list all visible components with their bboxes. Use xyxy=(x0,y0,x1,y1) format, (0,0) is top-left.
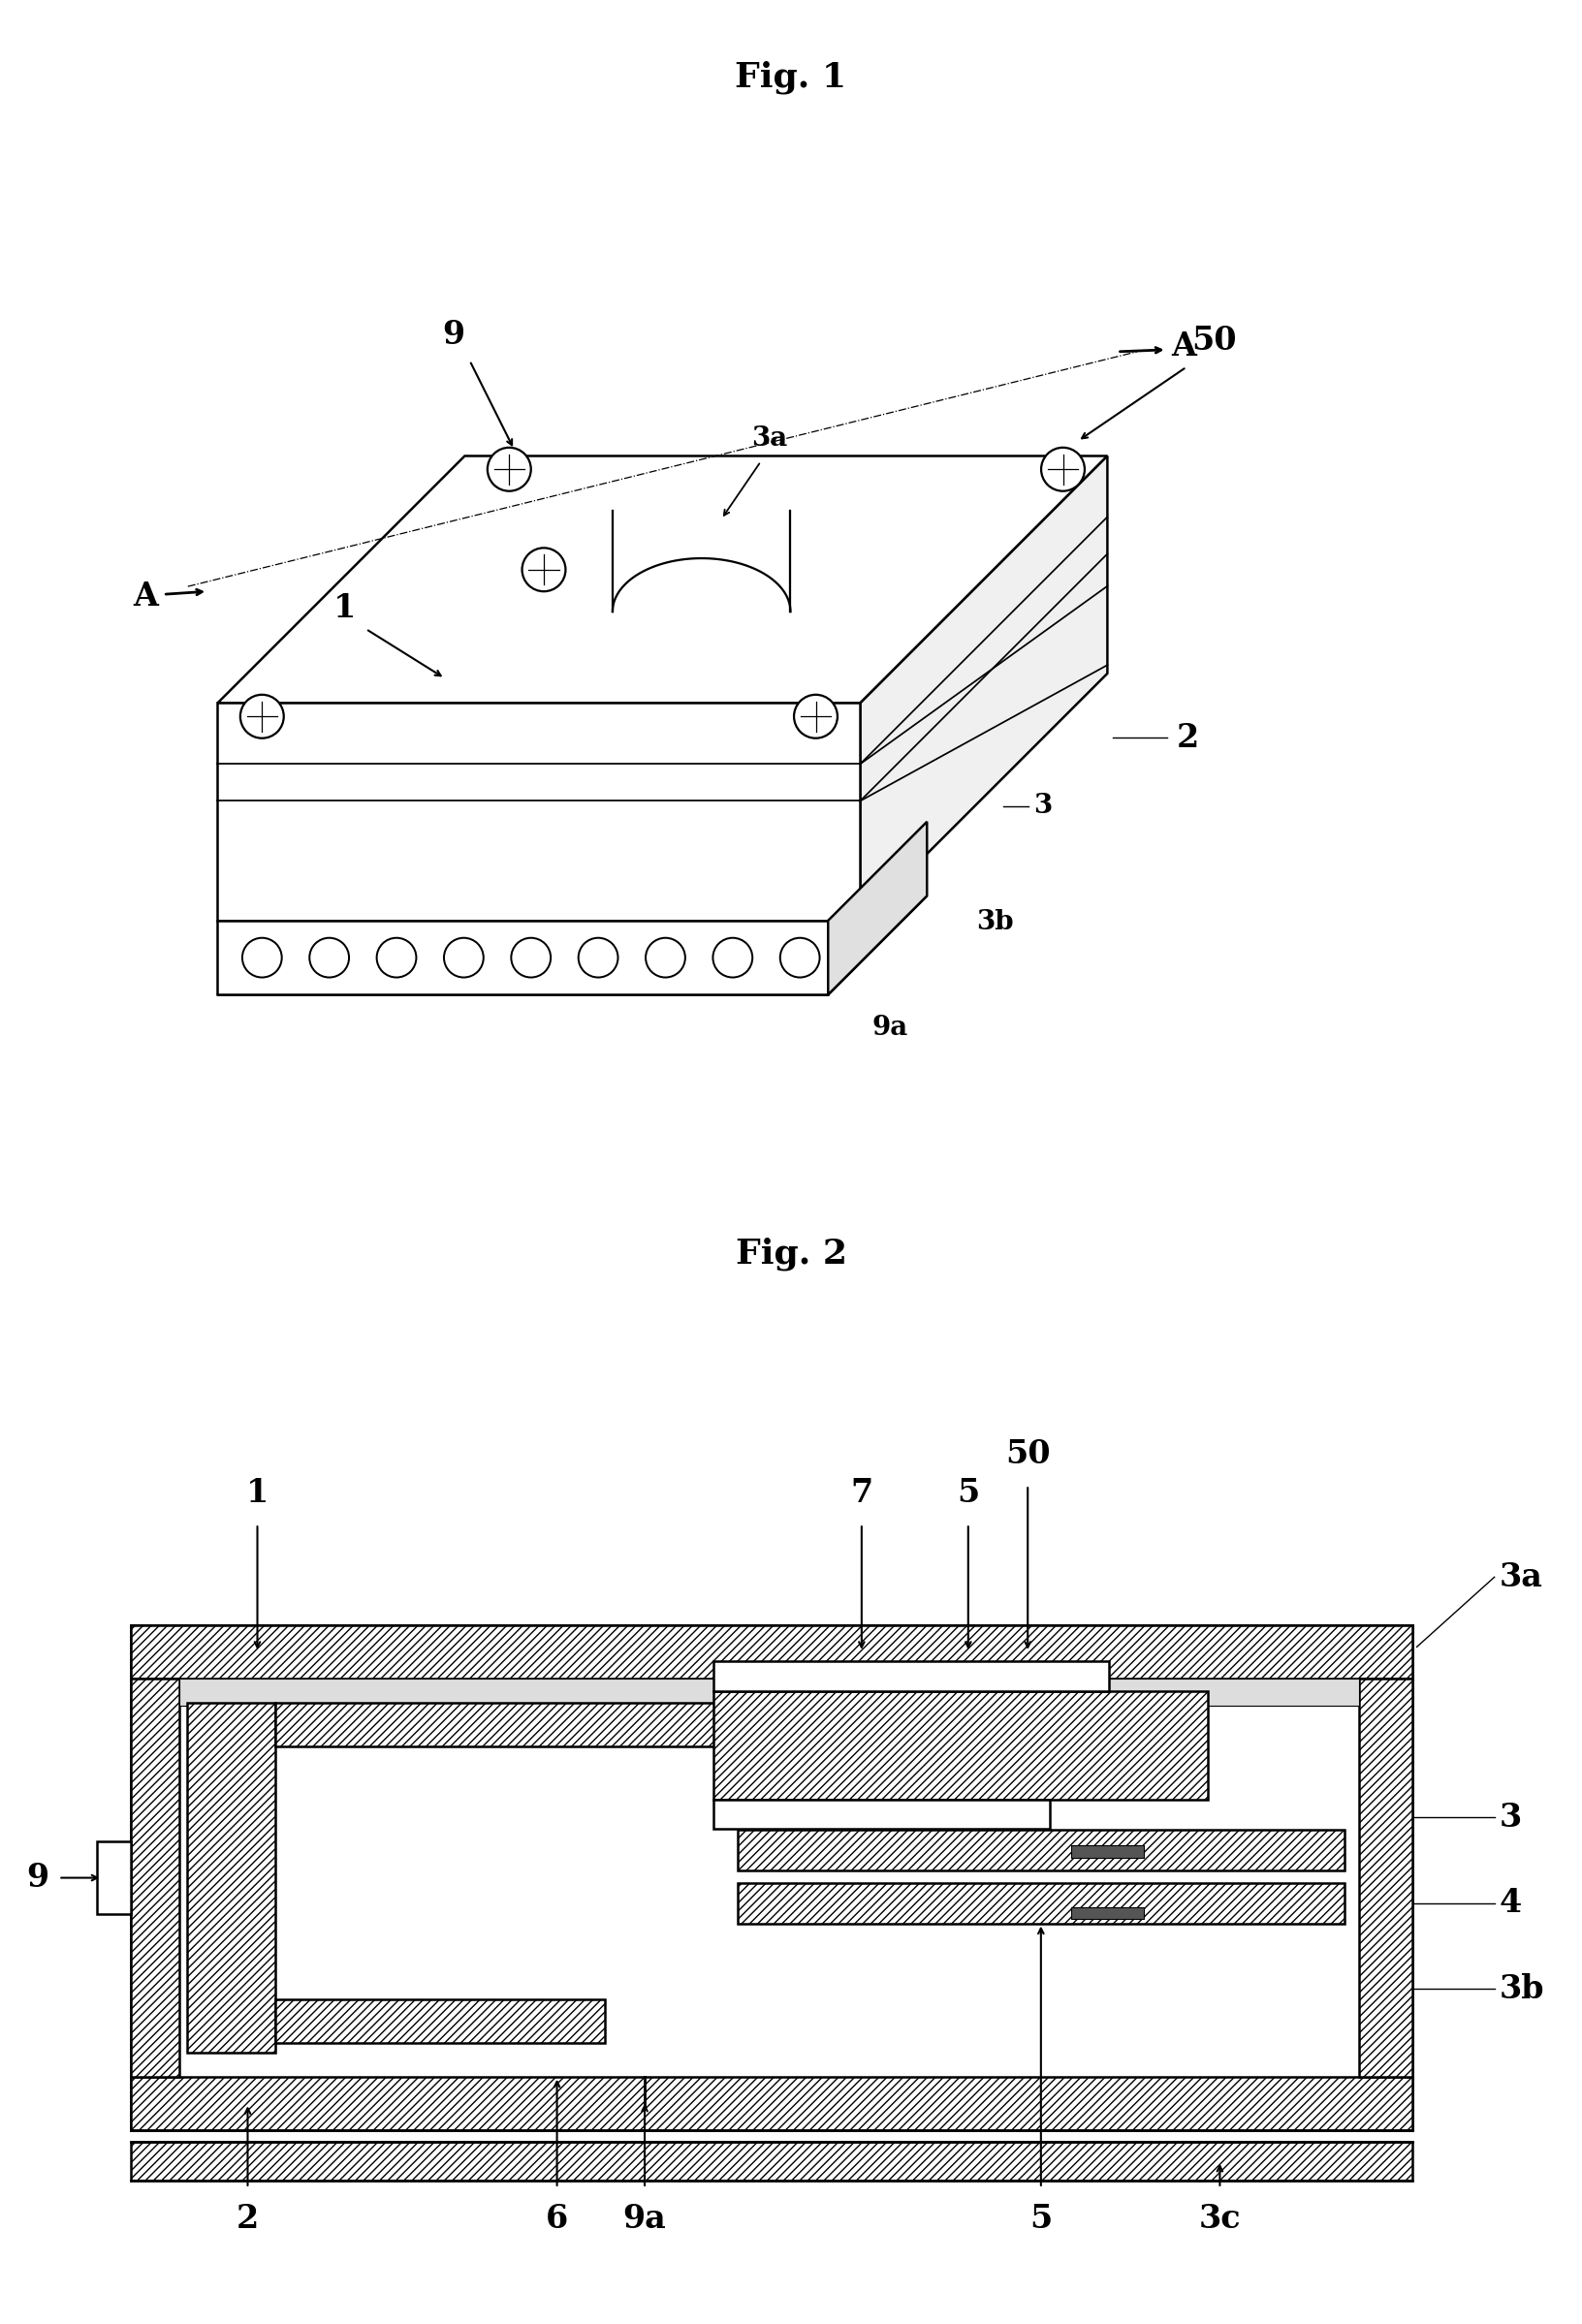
Polygon shape xyxy=(218,920,827,995)
Text: 2: 2 xyxy=(236,2203,259,2236)
Text: 7: 7 xyxy=(851,1478,873,1508)
Bar xyxy=(737,1882,1345,1924)
Text: Fig. 2: Fig. 2 xyxy=(736,1239,846,1271)
Circle shape xyxy=(713,939,753,978)
Text: 3c: 3c xyxy=(1199,2203,1240,2236)
Bar xyxy=(131,1624,1413,2131)
Text: 5: 5 xyxy=(957,1478,979,1508)
Bar xyxy=(1359,1678,1413,2078)
Bar xyxy=(737,1829,1345,1871)
Bar xyxy=(131,1678,180,2078)
Text: 3b: 3b xyxy=(976,909,1014,937)
Text: 50: 50 xyxy=(1191,325,1237,358)
Circle shape xyxy=(240,695,283,739)
Text: Fig. 1: Fig. 1 xyxy=(736,60,846,93)
Bar xyxy=(180,1678,1359,1706)
Circle shape xyxy=(522,548,566,590)
Bar xyxy=(1071,1845,1144,1857)
Circle shape xyxy=(1041,449,1085,490)
Circle shape xyxy=(794,695,837,739)
Circle shape xyxy=(645,939,685,978)
Bar xyxy=(97,1841,131,1915)
Text: A: A xyxy=(133,581,158,611)
Text: 3a: 3a xyxy=(751,425,788,451)
Bar xyxy=(713,1662,1109,1690)
Polygon shape xyxy=(218,704,861,920)
Polygon shape xyxy=(827,823,927,995)
Text: 4: 4 xyxy=(1500,1887,1522,1920)
Circle shape xyxy=(310,939,350,978)
Bar xyxy=(713,1690,1209,1799)
Text: A: A xyxy=(1172,330,1196,363)
Text: 5: 5 xyxy=(1030,2203,1052,2236)
Text: 50: 50 xyxy=(1005,1439,1050,1471)
Text: 3b: 3b xyxy=(1500,1973,1544,2006)
Text: 3a: 3a xyxy=(1500,1562,1542,1592)
Circle shape xyxy=(487,449,532,490)
Polygon shape xyxy=(218,895,927,995)
Bar xyxy=(131,2143,1413,2180)
Text: 6: 6 xyxy=(546,2203,568,2236)
Text: 1: 1 xyxy=(247,1478,269,1508)
Bar xyxy=(275,1703,723,1745)
Circle shape xyxy=(579,939,619,978)
Circle shape xyxy=(242,939,282,978)
Text: 3: 3 xyxy=(1033,792,1052,818)
Text: 1: 1 xyxy=(334,593,356,625)
Circle shape xyxy=(780,939,819,978)
Circle shape xyxy=(511,939,551,978)
Bar xyxy=(131,2078,1413,2131)
Text: 9: 9 xyxy=(27,1862,49,1894)
Circle shape xyxy=(377,939,416,978)
Bar xyxy=(131,1624,1413,1678)
Text: 3: 3 xyxy=(1500,1801,1522,1834)
Bar xyxy=(188,1703,275,2052)
Bar xyxy=(1071,1908,1144,1920)
Text: 9a: 9a xyxy=(623,2203,666,2236)
Text: 9: 9 xyxy=(443,318,465,351)
Circle shape xyxy=(445,939,484,978)
Text: 2: 2 xyxy=(1177,723,1199,753)
Polygon shape xyxy=(861,456,1107,920)
Text: 9a: 9a xyxy=(872,1016,908,1041)
Bar xyxy=(713,1799,1050,1829)
Polygon shape xyxy=(218,456,1107,704)
Bar xyxy=(275,1999,604,2043)
